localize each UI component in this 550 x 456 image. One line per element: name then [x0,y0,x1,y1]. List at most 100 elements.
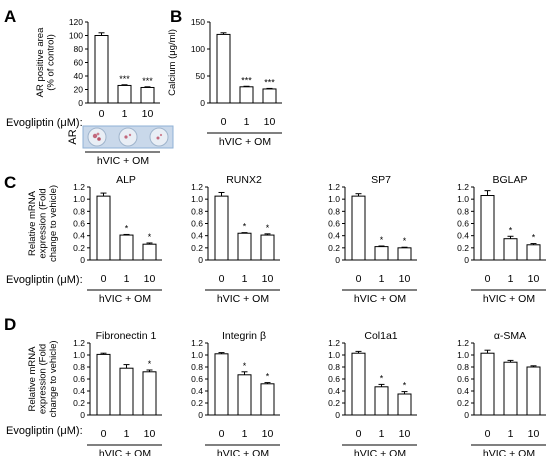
y-tick-label: 0.8 [73,206,85,216]
group-label: hVIC + OM [354,448,406,456]
y-tick-label: 0.6 [457,374,469,384]
x-tick-label: 1 [508,273,514,285]
y-tick-label: 1.0 [328,350,340,360]
bar [351,195,366,261]
significance-label: * [243,361,247,371]
significance-label: * [380,373,384,383]
x-tick-label: 0 [101,273,107,285]
x-tick-label: 0 [99,108,105,120]
ar-well-1 [118,127,138,147]
y-axis-label: Relative mRNA [27,346,38,412]
y-tick-label: 0.6 [73,374,85,384]
y-axis-label: Calcium (μg/ml) [167,29,178,96]
bar [119,234,134,261]
significance-label: * [148,232,152,242]
row-label-c: Evogliptin (μM): [6,274,83,286]
x-tick-label: 1 [379,428,385,440]
ar-well-0 [87,127,107,147]
significance-label: * [509,225,513,235]
bar [142,371,157,416]
y-tick-label: 0.6 [328,219,340,229]
group-label: hVIC + OM [99,448,151,456]
chart-d2: 0 0.2 0.4 0.6 0.8 1.0 1.2 Integrin β 0 * 1 * 10 hVIC … [191,330,280,456]
x-tick-label: 0 [485,428,491,440]
y-tick-label: 0.2 [73,243,85,253]
chart-c3: 0 0.2 0.4 0.6 0.8 1.0 1.2 SP7 0 * 1 * 10 hVIC + OM [328,174,417,305]
chart-title: α-SMA [494,330,526,342]
x-tick-label: 1 [124,273,130,285]
y-tick-label: 60 [74,58,84,68]
x-tick-label: 0 [356,428,362,440]
x-tick-label: 10 [399,273,411,285]
y-tick-label: 0.2 [191,243,203,253]
bar [216,33,231,104]
y-tick-label: 1.0 [191,350,203,360]
y-tick-label: 0 [80,410,85,420]
bar [260,383,275,416]
y-tick-label: 0 [335,410,340,420]
bar [503,238,518,261]
x-tick-label: 1 [122,108,128,120]
y-tick-label: 1.2 [328,338,340,348]
y-tick-label: 0.2 [73,398,85,408]
y-tick-label: 1.2 [191,182,203,192]
y-tick-label: 1.0 [457,350,469,360]
y-tick-label: 100 [191,44,205,54]
bar [480,195,495,261]
bar [214,195,229,261]
chart-title: BGLAP [492,174,527,186]
significance-label: * [403,236,407,246]
significance-label: *** [264,77,275,87]
x-tick-label: 0 [221,116,227,128]
y-tick-label: 0.8 [328,362,340,372]
y-tick-label: 0.2 [191,398,203,408]
y-axis-label: Relative mRNA [27,190,38,256]
y-tick-label: 1.2 [191,338,203,348]
chart-title: ALP [116,174,136,186]
x-tick-label: 0 [485,273,491,285]
chart-c4: 0 0.2 0.4 0.6 0.8 1.0 1.2 BGLAP 0 * 1 * 10 hVIC + OM [457,174,546,305]
x-tick-label: 1 [244,116,250,128]
y-tick-label: 80 [74,44,84,54]
bar [237,374,252,416]
y-tick-label: 0 [198,410,203,420]
y-tick-label: 150 [191,17,205,27]
ar-stain-image [82,125,174,149]
y-tick-label: 1.2 [73,338,85,348]
x-tick-label: 10 [142,108,154,120]
chart-title: Fibronectin 1 [96,330,157,342]
chart-c2: 0 0.2 0.4 0.6 0.8 1.0 1.2 RUNX2 0 * 1 * 10 hVIC + OM [191,174,280,305]
chart-title: Col1a1 [364,330,397,342]
y-tick-label: 120 [69,17,83,27]
x-tick-label: 1 [124,428,130,440]
x-tick-label: 0 [356,273,362,285]
chart-title: SP7 [371,174,391,186]
y-tick-label: 0 [198,255,203,265]
significance-label: *** [241,75,252,85]
x-tick-label: 10 [144,273,156,285]
panel-letter-b: B [170,7,182,26]
y-axis-label: AR positive area [35,27,46,97]
x-tick-label: 10 [399,428,411,440]
x-tick-label: 1 [242,273,248,285]
group-label: hVIC + OM [219,136,271,148]
y-tick-label: 0.4 [457,386,469,396]
group-label: hVIC + OM [354,293,406,305]
bar [96,195,111,261]
bar [260,234,275,261]
significance-label: * [403,381,407,391]
row-label-a: Evogliptin (μM): [6,117,83,129]
x-tick-label: 10 [262,428,274,440]
bar [142,243,157,261]
y-tick-label: 0.8 [191,362,203,372]
y-tick-label: 50 [196,71,206,81]
y-tick-label: 1.2 [73,182,85,192]
y-tick-label: 1.0 [328,194,340,204]
bar [214,353,229,416]
significance-label: *** [119,74,130,84]
y-tick-label: 0 [200,98,205,108]
bar [397,247,412,261]
bar [397,393,412,416]
